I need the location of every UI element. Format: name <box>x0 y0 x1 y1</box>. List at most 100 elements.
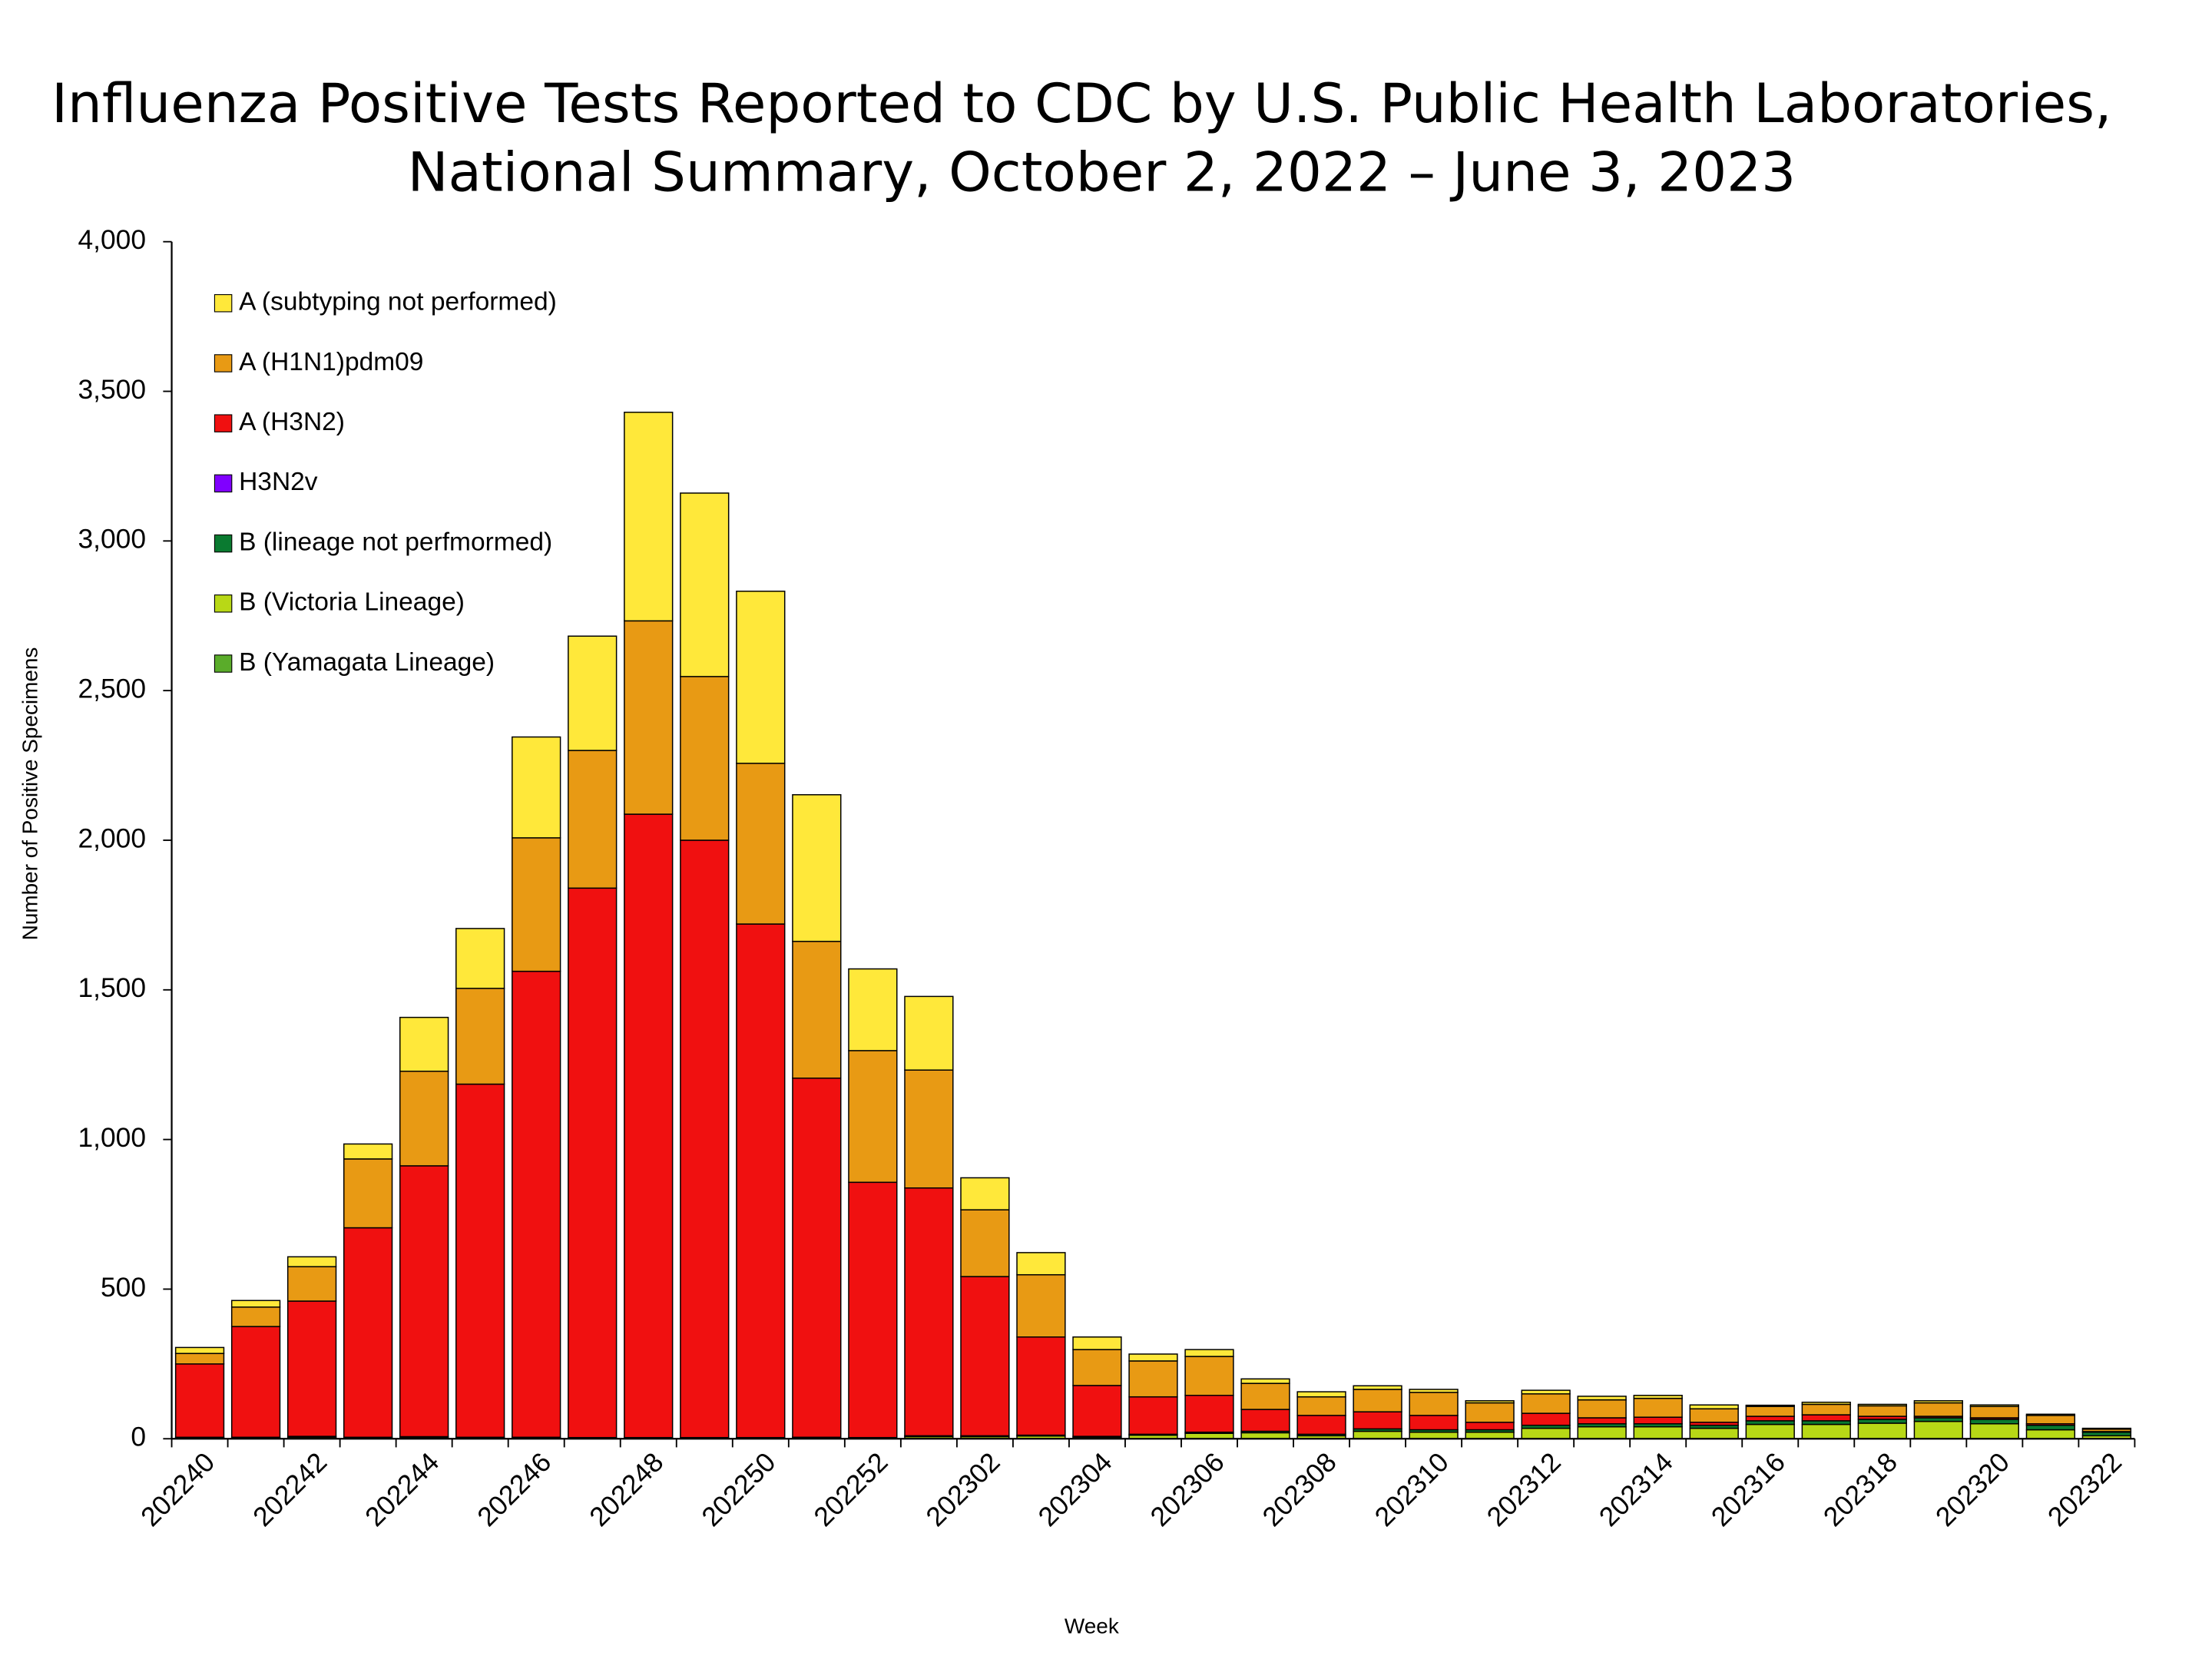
bar-segment <box>568 635 618 751</box>
bar-segment <box>399 1165 449 1438</box>
bar-segment <box>1184 1356 1234 1396</box>
bar-segment <box>512 736 561 839</box>
x-tick-label: 202320 <box>1930 1447 2015 1532</box>
bar-segment <box>1801 1423 1851 1439</box>
bar-segment <box>1240 1382 1290 1410</box>
bar-segment <box>230 1326 281 1439</box>
bar-segment <box>1689 1404 1739 1410</box>
bar-segment <box>1801 1401 1851 1406</box>
bar-segment <box>1072 1349 1122 1386</box>
bar-segment <box>1409 1415 1459 1431</box>
bar-segment <box>343 1143 393 1160</box>
x-tick-label: 202322 <box>2042 1447 2128 1532</box>
bar-segment <box>1353 1389 1402 1412</box>
y-tick-label: 1,000 <box>78 1123 146 1153</box>
bar-segment <box>904 1069 954 1189</box>
bar-segment <box>848 1181 898 1439</box>
bar-segment <box>455 1083 505 1439</box>
x-tick-label: 202304 <box>1033 1447 1118 1532</box>
bar-segment <box>624 412 674 622</box>
bar-segment <box>1296 1396 1346 1416</box>
bar-segment <box>1577 1426 1627 1439</box>
bar-segment <box>174 1353 225 1365</box>
bar-segment <box>1521 1412 1571 1426</box>
bar-segment <box>174 1363 225 1439</box>
bar-segment <box>1689 1427 1739 1439</box>
legend-label: B (Yamagata Lineage) <box>239 648 495 677</box>
bar-segment <box>792 940 842 1079</box>
bar-segment <box>1240 1432 1290 1439</box>
x-tick-label: 202310 <box>1369 1447 1455 1532</box>
bar-segment <box>1633 1397 1683 1418</box>
bar-segment <box>1465 1422 1515 1431</box>
bar-segment <box>736 763 786 925</box>
y-tick-label: 2,000 <box>78 823 146 853</box>
bar-segment <box>1633 1426 1683 1439</box>
bar-segment <box>1240 1409 1290 1432</box>
legend-label: A (H3N2) <box>239 408 345 436</box>
x-tick-label: 202250 <box>696 1447 781 1532</box>
bar-segment <box>1857 1422 1907 1439</box>
bar-segment <box>1072 1336 1122 1350</box>
bar-segment <box>960 1209 1010 1277</box>
bar-segment <box>680 676 730 841</box>
bar-segment <box>904 1187 954 1437</box>
bar-segment <box>2025 1429 2076 1439</box>
bar-segment <box>848 1050 898 1184</box>
chart-title: National Summary, October 2, 2022 – June… <box>408 141 1796 204</box>
y-tick-label: 2,500 <box>78 674 146 704</box>
bar-segment <box>399 1016 449 1072</box>
x-tick-label: 202244 <box>359 1447 445 1532</box>
bar-segment <box>1801 1414 1851 1422</box>
legend-swatch <box>214 654 233 673</box>
chart-title: Influenza Positive Tests Reported to CDC… <box>51 71 2111 135</box>
bar-segment <box>1184 1349 1234 1357</box>
bar-segment <box>568 750 618 889</box>
bar-segment <box>1521 1427 1571 1439</box>
bar-segment <box>1128 1360 1178 1398</box>
bar-segment <box>792 793 842 942</box>
legend-swatch <box>214 414 233 432</box>
bar-segment <box>1913 1400 1963 1404</box>
x-tick-label: 202314 <box>1594 1447 1679 1532</box>
bar-segment <box>2025 1415 2076 1425</box>
bar-segment <box>1296 1391 1346 1398</box>
legend-label: A (H1N1)pdm09 <box>239 348 423 376</box>
x-tick-label: 202246 <box>472 1447 557 1532</box>
bar-segment <box>286 1300 337 1437</box>
bar-segment <box>1016 1252 1066 1276</box>
bar-segment <box>1801 1403 1851 1416</box>
bar-segment <box>1465 1400 1515 1404</box>
bar-segment <box>1913 1420 1963 1439</box>
bar-segment <box>455 988 505 1085</box>
x-tick-label: 202318 <box>1818 1447 1903 1532</box>
bar-segment <box>512 970 561 1439</box>
legend-label: A (subtyping not performed) <box>239 288 557 316</box>
y-tick-label: 4,000 <box>78 225 146 255</box>
bar-segment <box>568 887 618 1439</box>
bar-segment <box>1072 1385 1122 1437</box>
bar-segment <box>960 1177 1010 1210</box>
bar-segment <box>1745 1404 1795 1407</box>
bar-segment <box>624 620 674 815</box>
bar-segment <box>1857 1403 1907 1407</box>
y-tick-label: 0 <box>131 1422 146 1452</box>
bar-segment <box>399 1071 449 1167</box>
x-tick-label: 202306 <box>1145 1447 1230 1532</box>
bar-segment <box>1296 1415 1346 1435</box>
bar-segment <box>1969 1406 2019 1419</box>
x-tick-label: 202302 <box>920 1447 1005 1532</box>
bar-segment <box>1184 1394 1234 1433</box>
y-tick-label: 500 <box>101 1273 146 1303</box>
x-tick-label: 202312 <box>1482 1447 1567 1532</box>
x-tick-label: 202316 <box>1706 1447 1791 1532</box>
bar-segment <box>1409 1431 1459 1439</box>
bar-segment <box>1521 1393 1571 1414</box>
bar-segment <box>343 1158 393 1229</box>
bar-segment <box>1633 1394 1683 1399</box>
bar-segment <box>1745 1423 1795 1439</box>
bar-segment <box>1745 1406 1795 1417</box>
legend-label: H3N2v <box>239 468 318 496</box>
bar-segment <box>1577 1417 1627 1425</box>
